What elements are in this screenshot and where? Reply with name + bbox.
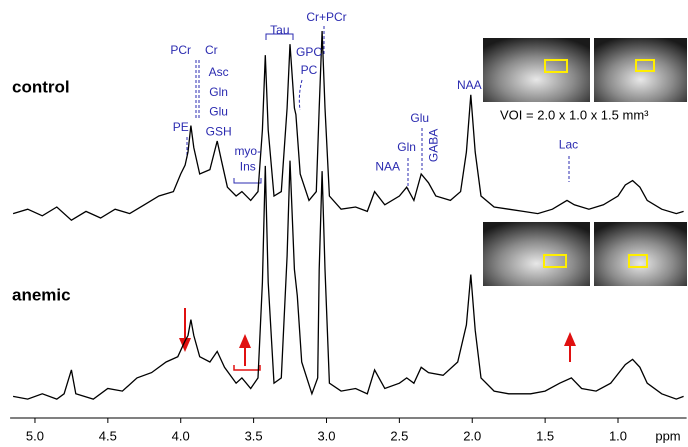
peak-label: GPC [296,45,322,59]
x-tick-label: 2.0 [463,428,481,443]
x-axis-label: ppm [655,428,680,443]
peak-label: Tau [270,23,289,37]
peak-label: Glu [209,105,228,119]
peak-label: Asc [209,65,229,79]
peak-label: Ins [240,160,256,174]
x-tick-label: 1.5 [536,428,554,443]
peak-label: NAA [375,160,400,174]
x-tick-label: 4.5 [99,428,117,443]
peak-label: GSH [206,124,232,138]
spectrum-line [12,160,684,400]
peak-label: Gln [397,140,416,154]
x-tick-label: 2.5 [390,428,408,443]
peak-label: PCr [170,43,191,57]
peak-label: PC [301,63,318,77]
panel-label: control [12,77,70,96]
x-tick-label: 3.0 [317,428,335,443]
peak-label: Glu [410,111,429,125]
peak-label: Cr [205,43,218,57]
peak-label: NAA [457,78,482,92]
x-tick-label: 4.0 [172,428,190,443]
voi-label: VOI = 2.0 x 1.0 x 1.5 mm³ [500,107,649,122]
mri-insets [483,38,687,286]
panel-label: anemic [12,285,71,304]
peak-label: myo- [234,144,261,158]
x-tick-label: 3.5 [245,428,263,443]
peak-label: PE [173,120,189,134]
peak-label: Lac [559,138,578,152]
peak-label: GABA [427,129,441,162]
x-tick-label: 1.0 [609,428,627,443]
peak-label: Gln [209,85,228,99]
change-arrows [179,308,576,371]
peak-label: Cr+PCr [306,10,346,24]
x-tick-label: 5.0 [26,428,44,443]
spectrum-line [12,30,684,222]
